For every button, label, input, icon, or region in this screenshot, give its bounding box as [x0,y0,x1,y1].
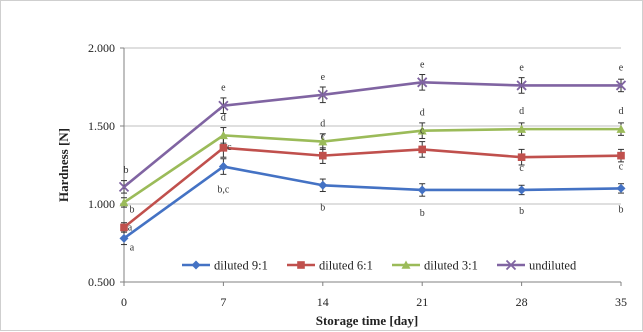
significance-label: d [420,108,425,119]
series-line [123,127,621,204]
legend-marker [505,259,517,271]
significance-label: e [519,62,524,73]
series-layer [118,74,627,246]
data-point [417,77,428,88]
legend-label: undiluted [529,259,577,273]
data-point [617,151,625,160]
data-point [118,181,130,192]
series-line [123,146,622,229]
data-point [120,223,128,232]
legend-label: diluted 3:1 [424,259,478,273]
x-tick-label: 14 [317,295,329,309]
significance-label: c [420,125,425,136]
significance-label: c [619,162,624,173]
significance-label: c [321,132,326,143]
legend: diluted 9:1 diluted 6:1 diluted 3:1 undilut… [182,259,577,273]
data-point [616,124,626,133]
data-point [517,153,526,161]
series-line [123,165,622,240]
y-tick-label: 1.500 [88,119,115,133]
legend-label: diluted 6:1 [319,259,373,273]
significance-label: c [519,163,524,174]
data-point [516,80,527,91]
significance-label: a [130,242,135,253]
legend-marker [191,260,201,270]
significance-label: b,c [217,185,230,196]
significance-label: e [321,72,326,83]
data-point [517,124,527,133]
significance-label: b [124,165,129,176]
data-point [219,144,228,152]
significance-label: b [320,202,325,213]
significance-label: d [519,106,524,117]
significance-label: e [420,59,425,70]
data-point [319,151,327,160]
x-tick-label: 28 [516,295,528,309]
x-tick-label: 35 [615,295,627,309]
grid-layer [124,47,621,205]
x-tick-label: 21 [416,295,428,309]
significance-label: a [128,222,133,233]
significance-label: e [221,83,226,94]
data-point [517,185,527,195]
significance-label: d [221,112,226,123]
legend-label: diluted 9:1 [214,259,268,273]
data-point [318,137,328,146]
data-point [417,185,427,195]
significance-label: b [420,208,425,219]
data-point [218,130,228,140]
significance-label: c [227,142,232,153]
x-tick-label: 7 [220,295,226,309]
y-tick-label: 1.000 [88,197,115,211]
legend-marker [297,261,305,269]
significance-label: e [619,62,624,73]
data-point [218,162,228,172]
data-point [615,80,627,91]
y-axis-title: Hardness [N] [56,128,71,202]
series-line [123,81,621,188]
significance-label: d [619,106,624,117]
data-point [317,89,328,100]
x-axis-title: Storage time [day] [316,313,419,328]
data-point [218,100,229,111]
data-point [616,183,626,193]
significance-label: b [130,204,135,215]
data-point [119,197,129,207]
data-point [418,145,426,154]
significance-label: b [519,206,524,217]
y-tick-label: 2.000 [88,41,115,55]
data-point [417,126,427,135]
legend-marker [401,260,411,269]
y-tick-label: 0.500 [88,275,115,289]
x-tick-label: 0 [121,295,127,309]
significance-label: d [320,119,325,130]
significance-label: b [619,204,624,215]
axis-layer: 0.500 1.000 1.500 2.000 0 7 14 21 28 35 [88,41,627,309]
data-point [119,233,129,243]
data-point [318,180,328,190]
